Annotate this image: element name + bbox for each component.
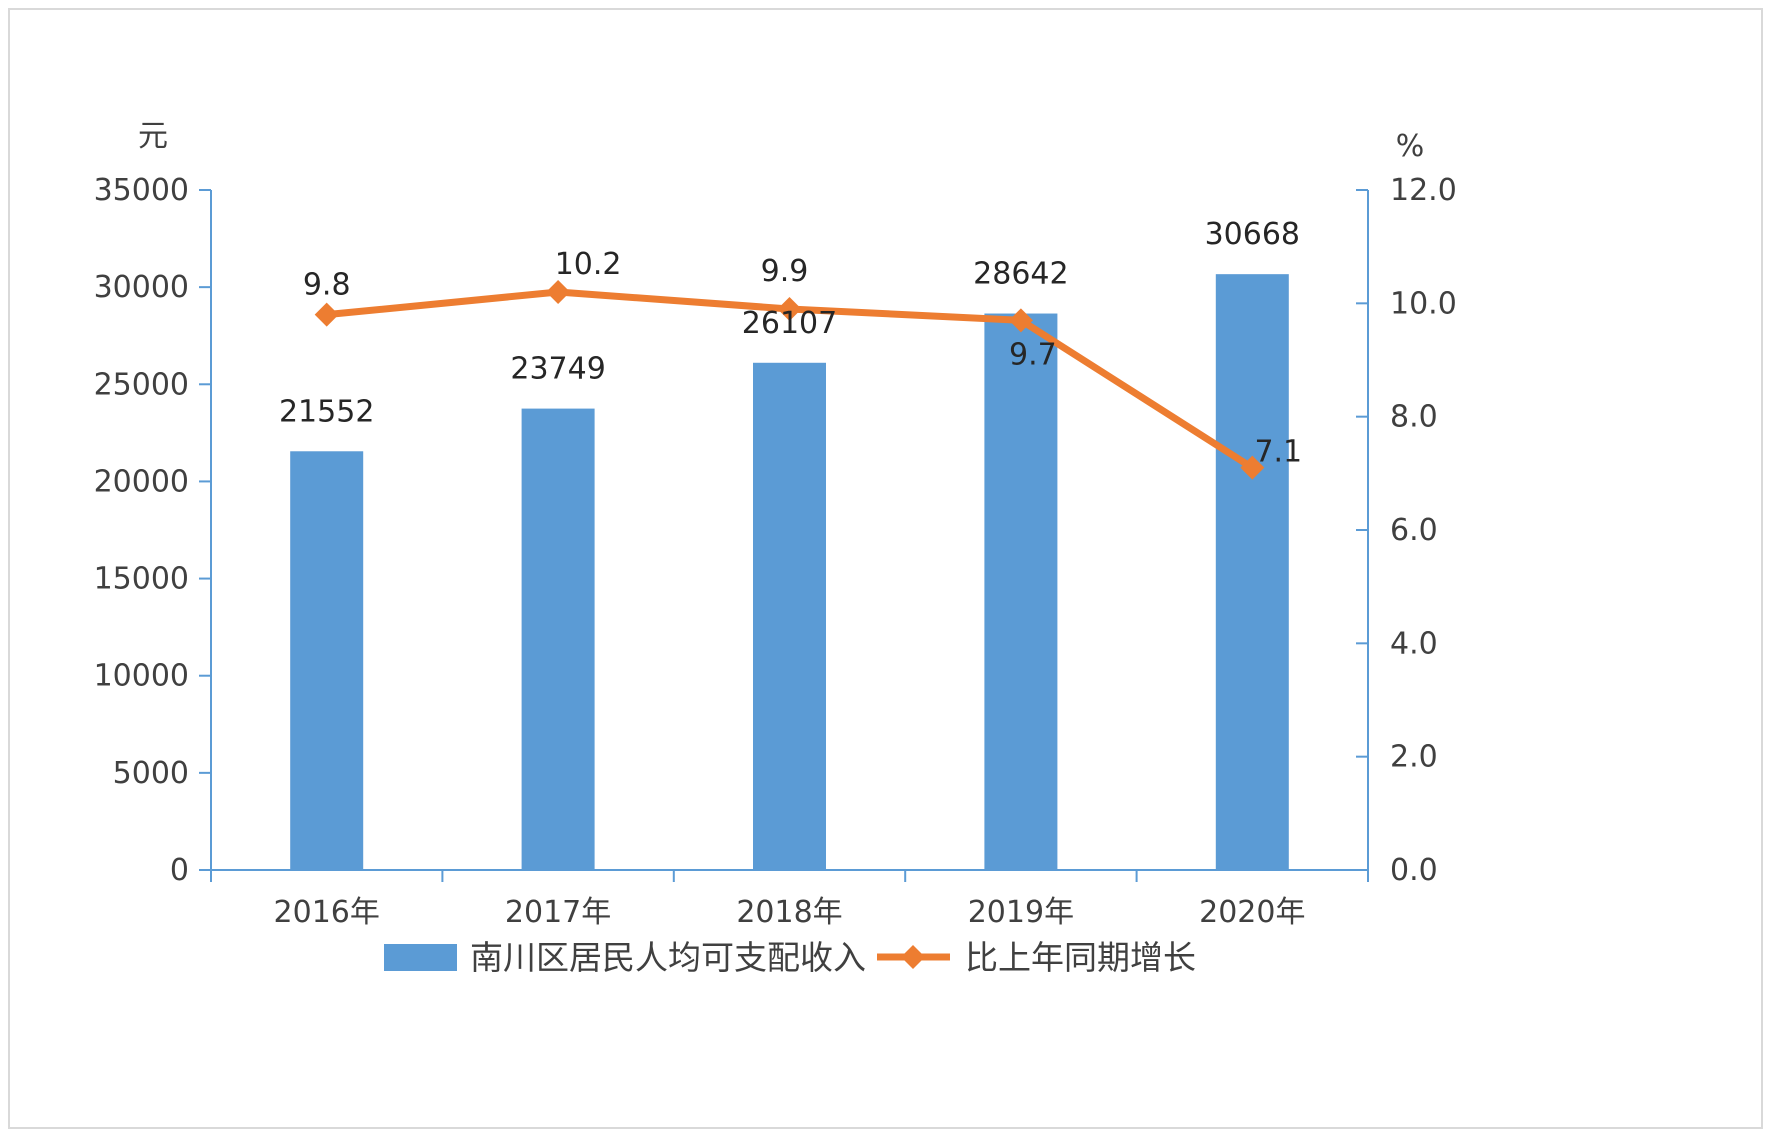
right-tick-label: 12.0: [1390, 173, 1457, 208]
income-bar: [1215, 274, 1289, 871]
data-labels-layer: 21552 23749 26107 28642 30668 9.8 10.2 9.9 9.7 7.…: [279, 217, 1302, 470]
bar-value-label: 21552: [279, 394, 374, 429]
left-tick-label: 5000: [113, 756, 189, 791]
right-tick-label: 2.0: [1390, 740, 1438, 775]
left-tick-label: 20000: [94, 464, 189, 499]
income-bar: [753, 362, 826, 870]
income-bar: [290, 451, 364, 870]
x-tick-label: 2019年: [968, 895, 1074, 930]
legend-bar-label: 南川区居民人均可支配收入: [470, 938, 866, 977]
growth-marker: [1008, 308, 1033, 333]
legend-line-marker: [901, 945, 925, 969]
left-tick-label: 25000: [94, 367, 189, 402]
growth-value-label: 9.8: [303, 268, 351, 303]
bar-value-label: 23749: [510, 352, 605, 387]
income-bar: [984, 313, 1058, 870]
left-axis-unit: 元: [138, 119, 168, 154]
growth-marker: [1240, 455, 1265, 480]
axes-layer: 0 5000 10000 15000 20000 25000 30000 35000 0.0 2.…: [94, 119, 1457, 930]
growth-marker: [314, 302, 339, 327]
right-tick-label: 8.0: [1390, 400, 1438, 435]
growth-value-label: 10.2: [555, 247, 622, 282]
income-bar: [521, 408, 595, 870]
right-tick-label: 10.0: [1390, 286, 1457, 321]
bar-value-label: 30668: [1205, 217, 1300, 252]
growth-value-label: 9.7: [1009, 337, 1057, 372]
right-tick-label: 4.0: [1390, 626, 1438, 661]
right-tick-label: 6.0: [1390, 513, 1438, 548]
growth-value-label: 9.9: [761, 254, 809, 289]
bar-value-label: 28642: [973, 257, 1068, 292]
line-layer: [314, 280, 1265, 480]
growth-marker: [777, 297, 802, 321]
left-tick-label: 10000: [94, 659, 189, 694]
legend-bar-swatch: [384, 944, 457, 971]
growth-marker: [546, 280, 571, 304]
legend: 南川区居民人均可支配收入 比上年同期增长: [384, 938, 1196, 977]
x-tick-label: 2018年: [736, 895, 842, 930]
x-tick-label: 2016年: [274, 895, 380, 930]
left-tick-label: 0: [170, 853, 189, 888]
x-tick-label: 2017年: [505, 895, 611, 930]
right-tick-label: 0.0: [1390, 853, 1438, 888]
bar-value-label: 26107: [742, 306, 837, 341]
bars-layer: [290, 274, 1289, 871]
growth-value-label: 7.1: [1254, 435, 1302, 470]
right-axis-unit: %: [1396, 129, 1425, 164]
left-tick-label: 35000: [94, 173, 189, 208]
left-tick-label: 30000: [94, 270, 189, 305]
x-tick-label: 2020年: [1199, 895, 1305, 930]
left-tick-label: 15000: [94, 562, 189, 597]
legend-line-label: 比上年同期增长: [965, 938, 1196, 977]
